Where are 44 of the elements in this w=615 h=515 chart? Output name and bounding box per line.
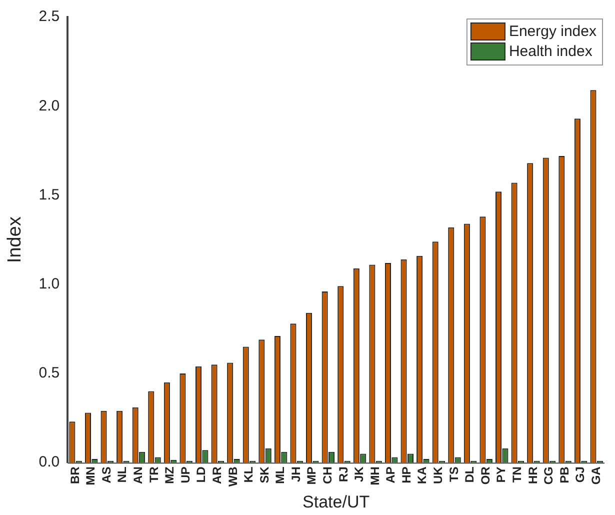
x-tick-label: AS <box>99 466 114 484</box>
x-tick-label: TS <box>446 466 461 482</box>
x-tick-label: UK <box>431 466 446 484</box>
x-tick-label: JH <box>288 466 303 482</box>
x-tick-label: NL <box>115 466 130 483</box>
x-tick-label: PB <box>557 466 572 484</box>
y-axis-title: Index <box>4 216 26 264</box>
x-tick-label: GJ <box>573 466 588 483</box>
legend-label: Energy index <box>508 23 597 40</box>
y-tick-label: 2.5 <box>38 8 60 26</box>
x-tick-label: HR <box>526 466 540 484</box>
x-tick-label: TN <box>510 466 524 483</box>
x-tick-label: MN <box>84 466 98 486</box>
x-tick-label: AR <box>210 466 224 484</box>
y-tick-label: 0.0 <box>38 454 60 471</box>
x-tick-label: WB <box>226 466 240 487</box>
x-tick-label: MH <box>368 466 382 486</box>
x-tick-label: TR <box>146 466 161 483</box>
x-tick-label: RJ <box>336 466 350 482</box>
x-tick-label: MP <box>304 466 319 485</box>
x-tick-label: LD <box>194 466 208 483</box>
x-tick-label: ML <box>273 466 288 484</box>
x-tick-label: DL <box>462 466 477 483</box>
x-tick-label: PY <box>494 466 508 483</box>
y-tick-label: 0.5 <box>38 364 60 382</box>
x-tick-label: HP <box>399 466 414 484</box>
x-tick-label: CG <box>542 466 556 485</box>
x-tick-label: JK <box>352 466 366 482</box>
y-tick-label: 1.5 <box>38 186 60 204</box>
x-tick-label: AN <box>131 466 146 484</box>
x-tick-label: GA <box>588 466 603 485</box>
y-tick-label: 2.0 <box>38 97 60 114</box>
x-tick-label: MZ <box>162 466 177 484</box>
x-tick-label: CH <box>320 466 334 484</box>
x-axis-title: State/UT <box>302 492 370 512</box>
y-tick-label: 1.0 <box>38 276 60 293</box>
x-tick-label: AP <box>384 466 398 484</box>
x-tick-label: OR <box>478 466 492 485</box>
x-tick-label: BR <box>68 466 82 484</box>
x-tick-label: SK <box>257 466 272 484</box>
x-tick-label: UP <box>178 466 192 484</box>
legend-label: Health index <box>508 43 593 60</box>
x-tick-label: KA <box>415 466 430 484</box>
x-tick-label: KL <box>242 466 256 483</box>
